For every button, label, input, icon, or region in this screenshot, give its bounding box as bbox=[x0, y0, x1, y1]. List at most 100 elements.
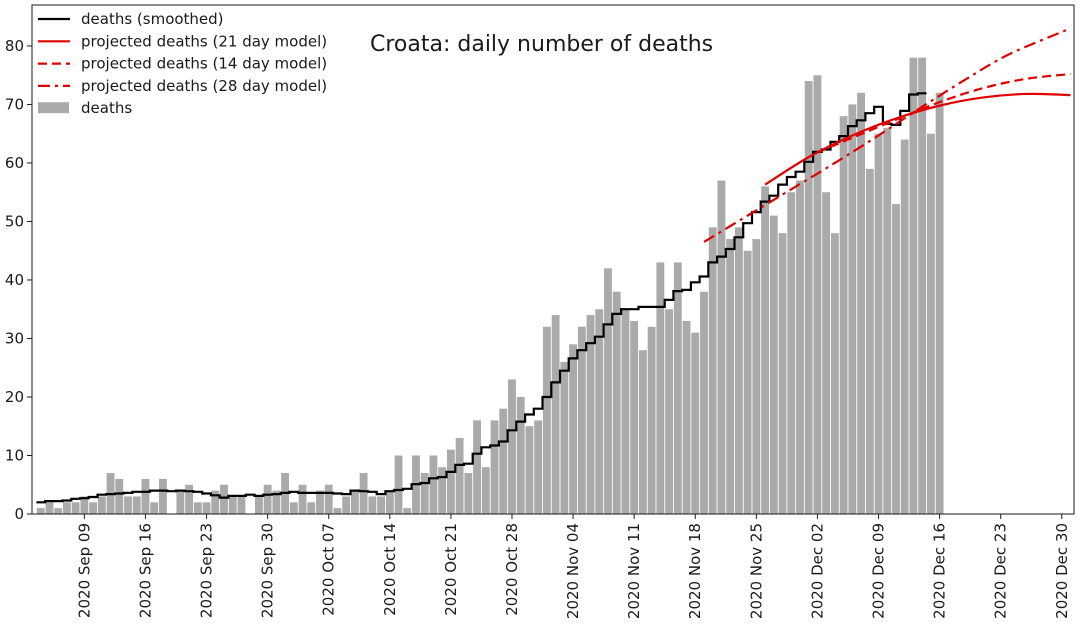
y-tick-label: 80 bbox=[5, 37, 24, 55]
bar bbox=[673, 262, 682, 514]
bar bbox=[385, 490, 394, 514]
bar bbox=[333, 508, 342, 514]
bar bbox=[638, 350, 647, 514]
bar bbox=[464, 473, 473, 514]
x-tick-label: 2020 Oct 21 bbox=[442, 523, 460, 616]
legend-swatch-bar bbox=[38, 102, 69, 114]
bar bbox=[368, 496, 377, 514]
bar bbox=[752, 239, 761, 514]
x-tick-label: 2020 Oct 07 bbox=[320, 523, 338, 616]
bar bbox=[455, 437, 464, 514]
bar bbox=[499, 408, 508, 514]
bar bbox=[761, 186, 769, 515]
bar bbox=[734, 227, 743, 514]
bar bbox=[394, 455, 403, 514]
bar bbox=[80, 496, 89, 514]
bar bbox=[586, 315, 595, 514]
bar bbox=[865, 168, 874, 514]
bar bbox=[228, 496, 237, 514]
x-tick-label: 2020 Dec 23 bbox=[992, 523, 1010, 619]
bar bbox=[909, 57, 918, 514]
bars-layer bbox=[36, 57, 944, 515]
legend-item: projected deaths (28 day model) bbox=[38, 77, 327, 95]
bar bbox=[124, 496, 132, 514]
bar bbox=[848, 104, 857, 514]
bar bbox=[612, 291, 621, 514]
bar bbox=[220, 484, 228, 514]
bar bbox=[211, 490, 220, 514]
bar bbox=[490, 420, 499, 514]
bar bbox=[446, 449, 455, 514]
x-tick-label: 2020 Oct 14 bbox=[381, 523, 399, 616]
bar bbox=[569, 344, 577, 514]
bar bbox=[935, 92, 944, 515]
bar bbox=[830, 233, 839, 514]
legend-label: deaths (smoothed) bbox=[81, 10, 224, 28]
y-tick-label: 40 bbox=[5, 271, 24, 289]
bar bbox=[717, 180, 726, 514]
bar bbox=[708, 227, 717, 514]
y-tick-label: 20 bbox=[5, 388, 24, 406]
bar bbox=[377, 496, 386, 514]
y-tick-label: 50 bbox=[5, 212, 24, 230]
bar bbox=[289, 502, 298, 514]
x-tick-label: 2020 Nov 11 bbox=[625, 523, 643, 619]
bar bbox=[700, 291, 708, 514]
bar bbox=[97, 496, 106, 514]
x-tick-label: 2020 Dec 16 bbox=[931, 523, 949, 619]
bar bbox=[900, 139, 909, 514]
smoothed-deaths-line bbox=[36, 92, 927, 504]
bar bbox=[630, 320, 639, 514]
bar bbox=[604, 268, 612, 514]
projection-line-dashed bbox=[817, 72, 1071, 154]
y-tick-label: 30 bbox=[5, 329, 24, 347]
bar bbox=[359, 473, 368, 514]
x-tick-label: 2020 Nov 04 bbox=[564, 523, 582, 619]
x-tick-label: 2020 Sep 30 bbox=[259, 523, 277, 618]
bar bbox=[324, 484, 333, 514]
bar bbox=[158, 478, 167, 514]
bar bbox=[647, 326, 656, 514]
bar bbox=[176, 490, 185, 514]
bar bbox=[883, 127, 892, 515]
x-tick-label: 2020 Oct 28 bbox=[503, 523, 521, 616]
legend-label: deaths bbox=[81, 99, 132, 117]
legend: deaths (smoothed) projected deaths (21 da… bbox=[38, 10, 327, 117]
bar bbox=[778, 233, 787, 514]
bar bbox=[621, 309, 630, 514]
axes-layer: 0 10 20 30 40 50 60 70 80 2020 Sep 09 2020 Sep 16 2… bbox=[5, 4, 1075, 619]
bar bbox=[595, 309, 604, 514]
plot-frame bbox=[31, 4, 1075, 515]
chart-title: Croata: daily number of deaths bbox=[370, 32, 713, 57]
y-tick-label: 10 bbox=[5, 446, 24, 464]
bar bbox=[551, 315, 560, 514]
bar bbox=[918, 57, 927, 514]
bar bbox=[132, 496, 141, 514]
bar bbox=[743, 250, 752, 515]
bar bbox=[420, 473, 429, 514]
bar bbox=[874, 133, 883, 514]
bar bbox=[787, 192, 796, 514]
x-tick-label: 2020 Dec 30 bbox=[1053, 523, 1071, 619]
bar bbox=[892, 203, 900, 514]
bar bbox=[560, 361, 569, 514]
x-tick-label: 2020 Nov 18 bbox=[686, 523, 704, 619]
bar bbox=[534, 420, 543, 514]
bar bbox=[316, 490, 324, 514]
bar bbox=[272, 490, 281, 514]
bar bbox=[115, 478, 124, 514]
bar bbox=[150, 502, 159, 514]
y-tick-label: 70 bbox=[5, 95, 24, 113]
bar bbox=[254, 496, 263, 514]
legend-item: projected deaths (21 day model) bbox=[38, 32, 327, 50]
bar bbox=[813, 75, 822, 514]
x-tick-label: 2020 Sep 23 bbox=[198, 523, 216, 618]
bar bbox=[691, 332, 700, 514]
bar bbox=[45, 502, 54, 514]
bar bbox=[525, 426, 534, 514]
y-tick-label: 60 bbox=[5, 154, 24, 172]
x-tick-label: 2020 Dec 09 bbox=[870, 523, 888, 619]
bar bbox=[89, 502, 98, 514]
x-tick-label: 2020 Sep 09 bbox=[75, 523, 93, 618]
bar bbox=[577, 326, 586, 514]
